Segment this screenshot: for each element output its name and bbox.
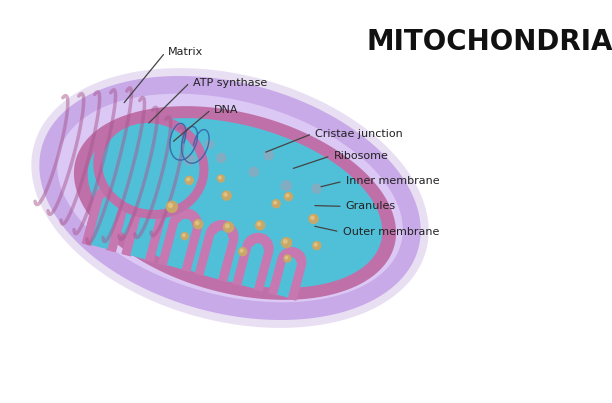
Circle shape [256,221,264,230]
Polygon shape [159,209,201,272]
Circle shape [217,154,226,162]
Polygon shape [242,245,264,288]
Circle shape [272,200,280,208]
Polygon shape [83,184,129,252]
Polygon shape [195,221,238,281]
Circle shape [282,181,291,191]
Text: MITOCHONDRIA: MITOCHONDRIA [367,28,612,56]
Circle shape [166,201,177,212]
Polygon shape [204,232,228,278]
Circle shape [185,155,195,165]
Circle shape [285,256,288,259]
Circle shape [187,178,190,181]
Circle shape [285,193,293,201]
Text: Ribosome: Ribosome [334,151,389,161]
Polygon shape [233,233,273,291]
Polygon shape [168,220,192,268]
Circle shape [185,177,193,185]
Polygon shape [122,197,165,262]
Polygon shape [93,114,209,219]
Circle shape [258,222,261,226]
Circle shape [315,243,317,246]
Circle shape [168,204,173,207]
Polygon shape [102,123,200,210]
Circle shape [284,255,291,262]
Circle shape [222,191,231,200]
Polygon shape [74,106,396,300]
Text: Inner membrane: Inner membrane [346,177,439,186]
Circle shape [312,184,321,193]
Polygon shape [91,195,119,248]
Circle shape [196,222,199,224]
Circle shape [283,240,287,243]
Polygon shape [131,208,156,258]
Polygon shape [31,68,428,328]
Polygon shape [278,259,297,297]
Polygon shape [57,94,403,302]
Circle shape [239,247,247,256]
Polygon shape [39,76,420,320]
Circle shape [313,242,321,249]
Text: Outer membrane: Outer membrane [343,227,439,237]
Text: Matrix: Matrix [168,48,203,57]
Circle shape [224,193,227,196]
Text: Cristae junction: Cristae junction [315,129,403,139]
Circle shape [223,222,234,232]
Circle shape [249,167,258,176]
Polygon shape [269,248,306,300]
Polygon shape [88,118,382,288]
Circle shape [309,214,318,223]
Circle shape [182,234,185,237]
Circle shape [205,140,214,148]
Circle shape [241,249,243,252]
Circle shape [226,224,229,228]
Circle shape [274,201,277,204]
Circle shape [217,175,225,182]
Text: DNA: DNA [214,105,239,114]
Circle shape [286,194,289,197]
Circle shape [181,233,188,240]
Circle shape [311,216,314,219]
Text: Granules: Granules [346,202,396,211]
Circle shape [282,238,291,248]
Circle shape [194,220,203,229]
Text: ATP synthase: ATP synthase [193,78,267,87]
Circle shape [264,151,273,160]
Circle shape [218,177,221,179]
